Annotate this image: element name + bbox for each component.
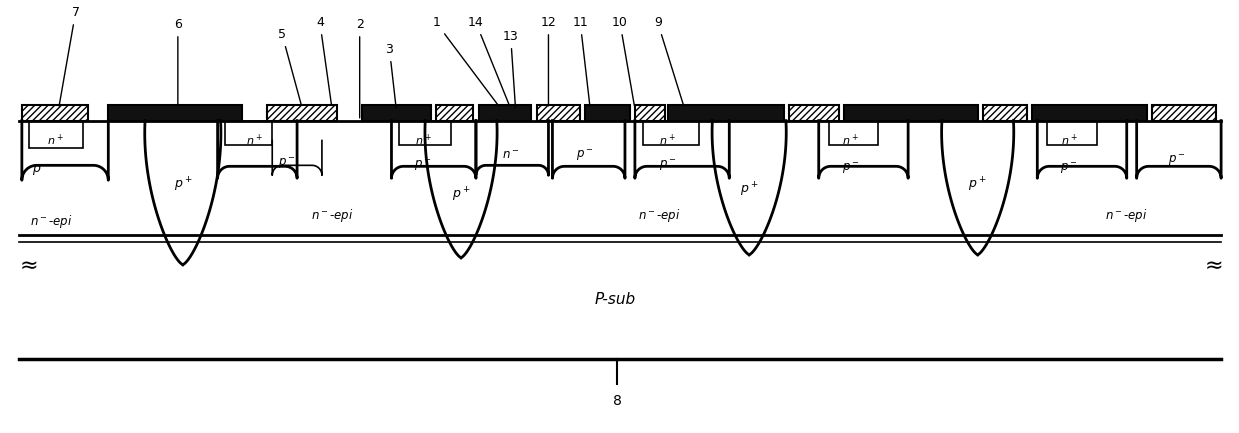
Text: $n^-$-epi: $n^-$-epi bbox=[1105, 207, 1149, 223]
Text: 4: 4 bbox=[316, 16, 332, 105]
Text: $n^+$: $n^+$ bbox=[247, 133, 263, 148]
Text: $p^-$: $p^-$ bbox=[414, 158, 432, 173]
Text: 7: 7 bbox=[59, 6, 79, 106]
Text: $p^+$: $p^+$ bbox=[173, 176, 192, 194]
Text: $p^-$: $p^-$ bbox=[279, 156, 296, 171]
Text: 3: 3 bbox=[385, 43, 396, 108]
Polygon shape bbox=[789, 105, 839, 121]
Text: $n^-$-epi: $n^-$-epi bbox=[311, 207, 353, 223]
Text: 11: 11 bbox=[572, 16, 590, 106]
Text: $n^+$: $n^+$ bbox=[415, 133, 431, 148]
Text: $\approx$: $\approx$ bbox=[1199, 255, 1223, 275]
Polygon shape bbox=[585, 105, 629, 121]
Text: $p^+$: $p^+$ bbox=[452, 186, 471, 204]
Text: $n^-$: $n^-$ bbox=[502, 149, 519, 162]
Text: 14: 14 bbox=[468, 16, 509, 106]
Text: $p^-$: $p^-$ bbox=[659, 158, 676, 173]
Text: 10: 10 bbox=[612, 16, 634, 106]
Text: P-sub: P-sub bbox=[595, 292, 636, 307]
Polygon shape bbox=[28, 121, 83, 149]
Text: $p^-$: $p^-$ bbox=[32, 163, 51, 178]
Text: $n^+$: $n^+$ bbox=[47, 133, 64, 148]
Text: 6: 6 bbox=[173, 18, 182, 105]
Text: 2: 2 bbox=[356, 18, 363, 118]
Text: 13: 13 bbox=[503, 30, 519, 108]
Polygon shape bbox=[844, 105, 978, 121]
Polygon shape bbox=[479, 105, 530, 121]
Polygon shape bbox=[668, 105, 784, 121]
Text: $p^+$: $p^+$ bbox=[969, 176, 987, 194]
Polygon shape bbox=[224, 121, 273, 145]
Text: 1: 1 bbox=[432, 16, 499, 107]
Text: 8: 8 bbox=[612, 394, 622, 408]
Polygon shape bbox=[1047, 121, 1097, 145]
Text: $p^-$: $p^-$ bbox=[576, 148, 593, 163]
Polygon shape bbox=[1151, 105, 1217, 121]
Polygon shape bbox=[22, 105, 88, 121]
Text: $p^-$: $p^-$ bbox=[1167, 153, 1186, 168]
Text: $p^+$: $p^+$ bbox=[740, 181, 758, 199]
Polygon shape bbox=[1032, 105, 1146, 121]
Polygon shape bbox=[436, 105, 473, 121]
Text: $p^-$: $p^-$ bbox=[1061, 161, 1078, 176]
Text: $n^+$: $n^+$ bbox=[843, 133, 859, 148]
Polygon shape bbox=[829, 121, 878, 145]
Text: $n^+$: $n^+$ bbox=[659, 133, 676, 148]
Polygon shape bbox=[268, 105, 337, 121]
Text: $n^-$-epi: $n^-$-epi bbox=[31, 213, 73, 230]
Text: $\approx$: $\approx$ bbox=[15, 255, 37, 275]
Text: $n^+$: $n^+$ bbox=[1061, 133, 1078, 148]
Polygon shape bbox=[399, 121, 451, 145]
Text: $p^-$: $p^-$ bbox=[841, 161, 860, 176]
Polygon shape bbox=[634, 105, 664, 121]
Polygon shape bbox=[983, 105, 1027, 121]
Text: 9: 9 bbox=[654, 16, 684, 106]
Text: 5: 5 bbox=[279, 28, 301, 105]
Polygon shape bbox=[362, 105, 431, 121]
Polygon shape bbox=[108, 105, 243, 121]
Polygon shape bbox=[536, 105, 580, 121]
Polygon shape bbox=[643, 121, 700, 145]
Text: 12: 12 bbox=[540, 16, 556, 106]
Text: $n^-$-epi: $n^-$-epi bbox=[638, 207, 681, 223]
